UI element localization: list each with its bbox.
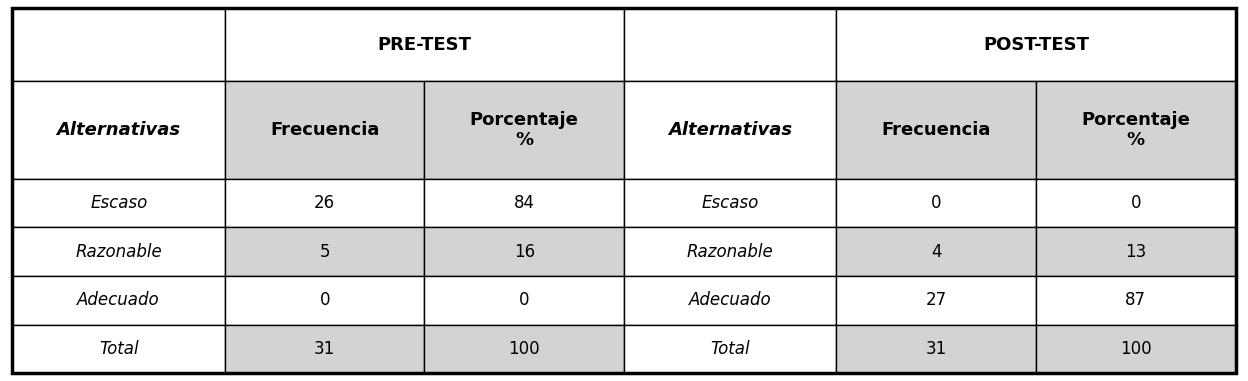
Bar: [624, 227, 836, 276]
Bar: [424, 179, 624, 227]
Text: Frecuencia: Frecuencia: [881, 121, 991, 139]
Text: 0: 0: [319, 291, 329, 309]
Bar: [624, 179, 836, 227]
Text: Escaso: Escaso: [90, 194, 147, 212]
Text: Total: Total: [99, 340, 139, 358]
Bar: [12, 179, 225, 227]
Bar: [624, 82, 836, 179]
Text: 0: 0: [1131, 194, 1141, 212]
Bar: [225, 227, 424, 276]
Bar: [1036, 179, 1236, 227]
Text: 87: 87: [1126, 291, 1146, 309]
Bar: [1036, 276, 1236, 325]
Bar: [424, 276, 624, 325]
Text: Alternativas: Alternativas: [56, 121, 181, 139]
Text: Escaso: Escaso: [701, 194, 759, 212]
Text: Razonable: Razonable: [75, 243, 162, 261]
Text: Alternativas: Alternativas: [668, 121, 792, 139]
Text: 0: 0: [519, 291, 529, 309]
Text: Razonable: Razonable: [686, 243, 774, 261]
Text: PRE-TEST: PRE-TEST: [377, 35, 472, 54]
Bar: [624, 276, 836, 325]
Bar: [624, 8, 836, 82]
Text: 16: 16: [514, 243, 535, 261]
Text: Porcentaje
%: Porcentaje %: [469, 111, 579, 149]
Bar: [424, 82, 624, 179]
Bar: [836, 276, 1036, 325]
Bar: [836, 227, 1036, 276]
Bar: [225, 179, 424, 227]
Bar: [12, 276, 225, 325]
Text: 5: 5: [319, 243, 329, 261]
Text: 4: 4: [931, 243, 941, 261]
Text: Adecuado: Adecuado: [689, 291, 771, 309]
Text: 31: 31: [314, 340, 336, 358]
Bar: [1036, 82, 1236, 179]
Bar: [12, 325, 225, 373]
Bar: [624, 325, 836, 373]
Bar: [1036, 227, 1236, 276]
Bar: [12, 227, 225, 276]
Bar: [225, 276, 424, 325]
Bar: [225, 82, 424, 179]
Text: 26: 26: [314, 194, 336, 212]
Bar: [12, 82, 225, 179]
Bar: [1036, 325, 1236, 373]
Text: POST-TEST: POST-TEST: [983, 35, 1090, 54]
Bar: [225, 325, 424, 373]
Text: 100: 100: [508, 340, 540, 358]
Text: Frecuencia: Frecuencia: [270, 121, 379, 139]
Text: Adecuado: Adecuado: [77, 291, 160, 309]
Text: Total: Total: [710, 340, 750, 358]
Bar: [836, 179, 1036, 227]
Bar: [225, 8, 624, 82]
Bar: [836, 8, 1236, 82]
Bar: [836, 325, 1036, 373]
Bar: [424, 325, 624, 373]
Text: 31: 31: [926, 340, 947, 358]
Text: 84: 84: [514, 194, 534, 212]
Text: Porcentaje
%: Porcentaje %: [1081, 111, 1191, 149]
Text: 0: 0: [931, 194, 941, 212]
Text: 13: 13: [1126, 243, 1147, 261]
Bar: [424, 227, 624, 276]
Bar: [12, 8, 225, 82]
Text: 27: 27: [926, 291, 947, 309]
Text: 100: 100: [1119, 340, 1152, 358]
Bar: [836, 82, 1036, 179]
